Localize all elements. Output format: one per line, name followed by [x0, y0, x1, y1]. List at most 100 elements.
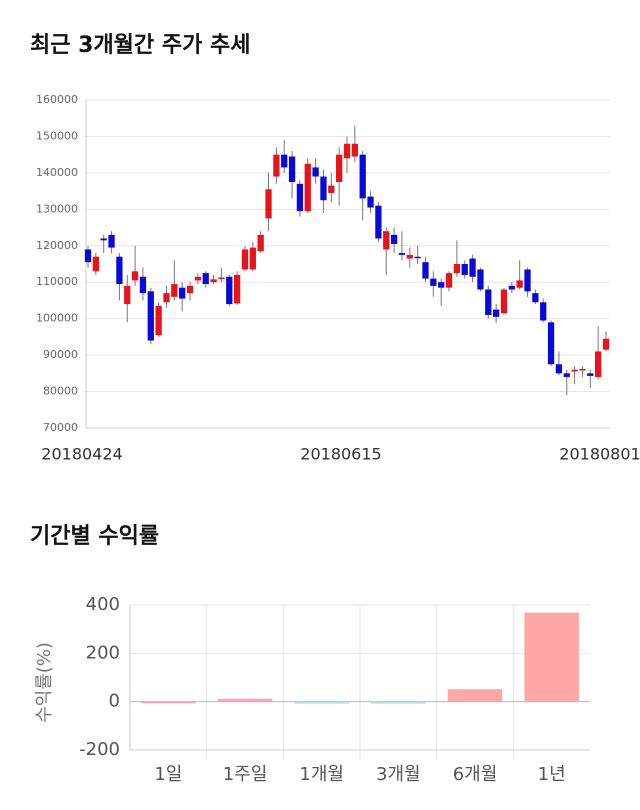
candle-body — [383, 231, 390, 250]
candle-body — [312, 167, 319, 177]
candle-body — [469, 258, 476, 277]
candle-body — [226, 276, 233, 305]
candle-body — [516, 280, 523, 288]
candle-body — [186, 285, 194, 294]
candle-body — [453, 264, 461, 274]
y-tick-label: 110000 — [36, 275, 78, 288]
y-tick-label: -200 — [79, 739, 120, 760]
candle-body — [84, 249, 92, 263]
y-tick-label: 70000 — [43, 421, 78, 434]
x-tick-label: 1년 — [538, 764, 566, 785]
candle-body — [257, 234, 264, 252]
candle-body — [241, 249, 249, 270]
candle-body — [359, 154, 366, 199]
x-tick-label: 1일 — [154, 764, 182, 785]
candle-body — [281, 154, 288, 168]
candle-body — [398, 253, 406, 255]
candle-body — [155, 305, 162, 336]
candle-body — [336, 154, 343, 182]
y-tick-label: 160000 — [36, 93, 78, 106]
candle-body — [288, 156, 296, 182]
y-tick-label: 140000 — [36, 166, 78, 179]
candle-body — [273, 154, 280, 177]
candle-body — [320, 176, 327, 201]
candle-body — [414, 256, 421, 259]
candle-body — [210, 279, 217, 283]
x-tick-label: 1개월 — [299, 764, 344, 785]
candle-body — [124, 285, 131, 305]
y-tick-label: 130000 — [36, 202, 78, 215]
candle-body — [108, 234, 115, 248]
candle-body — [390, 234, 398, 244]
candle-body — [485, 289, 492, 316]
x-tick-label: 1주일 — [223, 764, 268, 785]
candle-body — [367, 196, 374, 208]
candle-body — [351, 143, 358, 157]
candle-body — [194, 276, 202, 281]
candle-body — [100, 238, 107, 241]
candle-body — [375, 205, 382, 239]
candle-body — [131, 271, 139, 281]
y-tick-label: 80000 — [43, 385, 78, 398]
candle-body — [430, 278, 437, 286]
x-tick-label: 20180615 — [300, 445, 381, 464]
bar — [217, 698, 273, 703]
x-tick-label: 20180801 — [559, 445, 640, 464]
candle-body — [202, 273, 209, 285]
y-tick-label: 120000 — [36, 239, 78, 252]
candle-body — [171, 284, 178, 297]
candle-body — [406, 254, 413, 259]
candle-body — [500, 289, 508, 314]
candle-body — [92, 256, 99, 272]
candle-body — [179, 287, 186, 299]
y-tick-label: 400 — [86, 594, 120, 615]
candle-body — [595, 351, 602, 377]
candle-body — [233, 274, 241, 304]
candle-body — [328, 185, 335, 193]
candle-body — [602, 338, 610, 350]
candle-body — [571, 369, 578, 372]
y-axis-label: 수익률(%) — [34, 642, 55, 723]
candle-body — [508, 285, 515, 290]
candle-body — [249, 247, 256, 270]
candle-body — [116, 256, 123, 285]
candle-body — [438, 282, 445, 288]
candle-body — [587, 373, 594, 376]
candle-body — [492, 309, 500, 317]
y-tick-label: 90000 — [43, 348, 78, 361]
y-tick-label: 0 — [109, 691, 120, 712]
bar — [447, 689, 503, 703]
bar — [371, 701, 426, 704]
candle-body — [563, 373, 570, 377]
y-tick-label: 150000 — [36, 129, 78, 142]
x-tick-label: 6개월 — [453, 764, 498, 785]
bar — [524, 612, 579, 703]
candle-body — [422, 262, 429, 279]
candle-body — [304, 163, 311, 212]
candle-body — [532, 293, 539, 303]
candle-body — [218, 277, 225, 279]
candle-body — [163, 293, 170, 303]
candle-body — [524, 269, 531, 292]
candle-body — [296, 183, 304, 212]
candle-body — [147, 291, 154, 341]
chart-title: 기간별 수익률 — [30, 524, 159, 549]
bar — [141, 700, 196, 704]
candle-body — [555, 364, 563, 374]
chart-title: 최근 3개월간 주가 추세 — [30, 33, 250, 58]
x-tick-label: 20180424 — [41, 445, 122, 464]
candle-body — [579, 368, 586, 371]
candle-body — [540, 302, 547, 321]
candle-body — [265, 189, 272, 219]
candle-body — [139, 276, 147, 294]
bar — [294, 701, 350, 704]
x-tick-label: 3개월 — [376, 764, 421, 785]
candle-body — [477, 269, 484, 290]
candle-body — [343, 143, 351, 159]
candle-body — [547, 322, 555, 365]
y-tick-label: 100000 — [36, 312, 78, 325]
y-tick-label: 200 — [86, 642, 120, 663]
candle-body — [461, 264, 468, 275]
candle-body — [445, 273, 453, 288]
